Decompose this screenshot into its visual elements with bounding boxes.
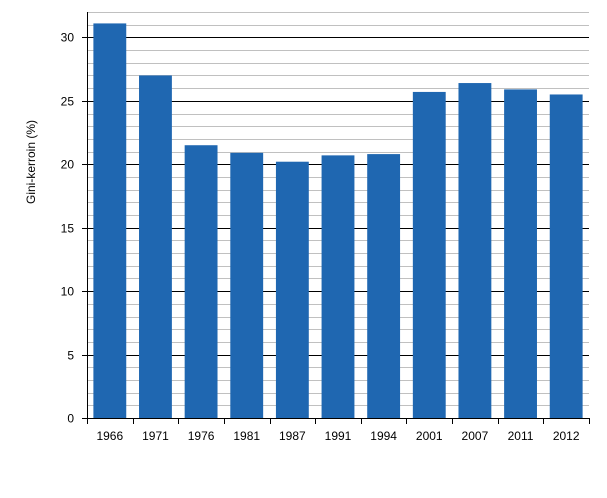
bar-1971 [139,75,172,418]
bar-2012 [549,94,583,418]
y-tick-label: 0 [67,412,74,426]
bar-1981 [230,152,264,419]
x-tick-label: 2007 [462,429,489,443]
bar-1991 [321,155,355,418]
bar-2007 [458,83,492,419]
bar-1966 [93,23,127,418]
bar-1987 [275,161,309,418]
y-tick-label: 10 [61,285,75,299]
y-tick-label: 15 [61,222,75,236]
bars [93,23,583,419]
x-tick-label: 2011 [508,429,534,443]
x-tick-label: 1991 [325,429,352,443]
axes [82,12,590,424]
x-tick-label: 1971 [142,429,169,443]
bar-2001 [412,91,446,419]
bar-1976 [184,145,218,418]
y-tick-labels: 0 5 10 15 20 25 30 [61,31,75,426]
x-tick-label: 1994 [370,429,397,443]
y-tick-label: 20 [61,158,75,172]
bar-1994 [367,154,401,418]
bar-2011 [504,89,537,419]
x-tick-label: 1981 [233,429,260,443]
x-tick-label: 2012 [553,429,580,443]
y-axis-label: Gini-kerroin (%) [24,120,38,204]
y-tick-label: 25 [61,95,75,109]
x-tick-label: 1966 [96,429,123,443]
x-tick-label: 2001 [416,429,443,443]
x-tick-labels: 1966 1971 1976 1981 1987 1991 1994 2001 2007 2011… [96,429,579,443]
x-tick-label: 1976 [188,429,215,443]
x-tick-label: 1987 [279,429,306,443]
y-tick-label: 5 [67,349,74,363]
y-tick-label: 30 [61,31,75,45]
